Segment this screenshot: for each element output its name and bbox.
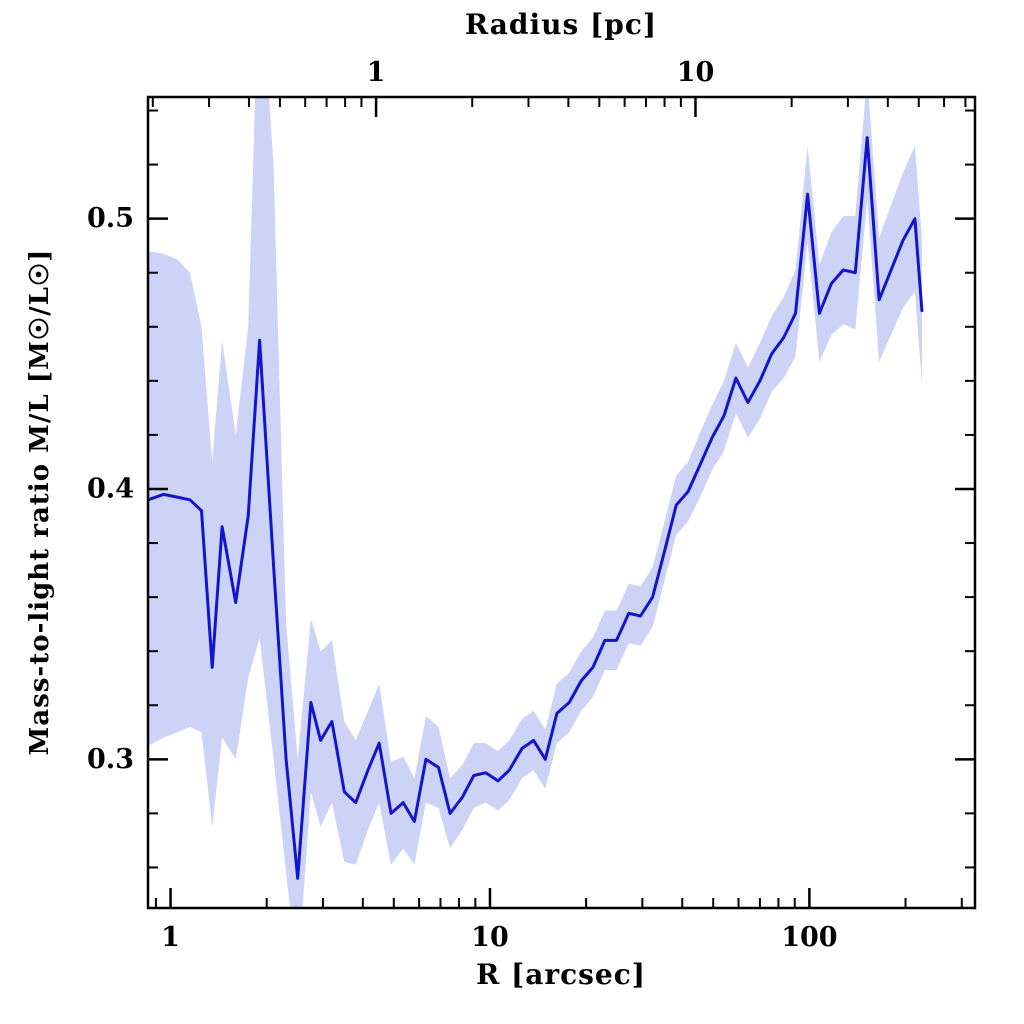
svg-text:10: 10 [677,57,715,88]
svg-text:10: 10 [471,922,509,953]
tick-labels: 1 10 100 1 10 0.3 0.4 0.5 [87,57,838,953]
axis-ticks [148,97,975,908]
y-axis-label: Mass-to-light ratio M/L [M☉/L☉] [25,248,55,756]
data-line [148,136,924,880]
svg-text:1: 1 [367,57,386,88]
svg-text:1: 1 [161,922,180,953]
confidence-band [148,97,922,908]
svg-text:100: 100 [781,922,837,953]
top-axis-label: Radius [pc] [464,8,658,41]
svg-text:0.4: 0.4 [87,473,134,504]
svg-text:0.3: 0.3 [87,744,134,775]
plot-area [148,97,924,908]
x-axis-label: R [arcsec] [475,958,647,991]
plot-frame [146,95,977,910]
svg-text:0.5: 0.5 [87,203,134,234]
